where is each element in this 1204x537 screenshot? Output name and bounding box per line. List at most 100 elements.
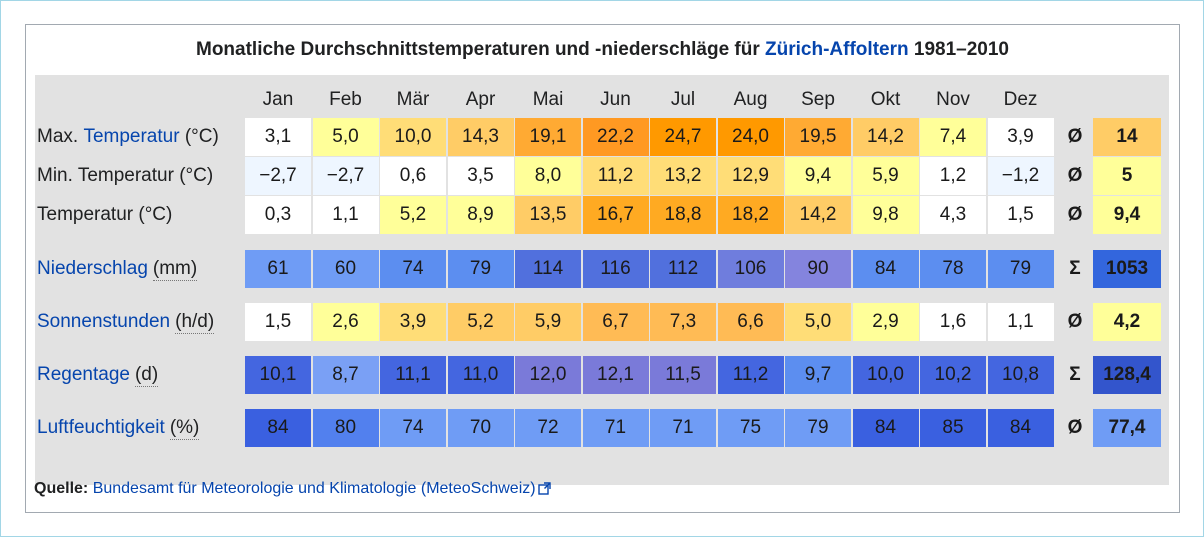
row-label-text: Min. Temperatur (°C) (37, 165, 214, 186)
average-symbol: Ø (1067, 204, 1083, 225)
value-cell: 74 (380, 409, 446, 447)
value-cell: 10,1 (245, 356, 311, 394)
title-suffix: 1981–2010 (908, 39, 1009, 60)
value-cell: 14,2 (852, 118, 919, 156)
value-cell: 24,0 (717, 118, 784, 156)
row-label-link[interactable]: Temperatur (83, 126, 180, 147)
month-header-3: Mär (396, 89, 430, 110)
value-cell: 10,8 (987, 356, 1054, 394)
value-cell: 79 (785, 409, 851, 447)
value-cell: 60 (312, 250, 379, 288)
source-link[interactable]: Bundesamt für Meteorologie und Klimatolo… (92, 480, 536, 497)
value-cell: 19,1 (515, 118, 581, 156)
row-label-link[interactable]: Luftfeuchtigkeit (37, 417, 165, 438)
row-label-text: Temperatur (°C) (37, 204, 173, 225)
value-cell: 18,2 (717, 196, 784, 234)
value-cell: 90 (785, 250, 851, 288)
summary-cell: 77,4 (1093, 409, 1161, 447)
month-header-12: Dez (1003, 89, 1038, 110)
month-header-1: Jan (262, 89, 294, 110)
value-cell: 84 (987, 409, 1054, 447)
month-header-9: Sep (801, 89, 835, 110)
value-cell: 84 (852, 409, 919, 447)
external-link-icon[interactable] (537, 481, 552, 495)
summary-cell: 9,4 (1093, 196, 1161, 234)
row-label-2: Min. Temperatur (°C) (37, 157, 213, 195)
value-cell: 3,5 (447, 157, 514, 195)
value-cell: 8,7 (312, 356, 379, 394)
source-label: Quelle: (34, 480, 89, 497)
value-cell: 8,9 (447, 196, 514, 234)
value-cell: 114 (515, 250, 581, 288)
table-title: Monatliche Durchschnittstemperaturen und… (26, 39, 1179, 61)
value-cell: 2,6 (312, 303, 379, 341)
value-cell: 74 (380, 250, 446, 288)
value-cell: 0,6 (380, 157, 446, 195)
month-header-8: Aug (733, 89, 768, 110)
value-cell: 19,5 (785, 118, 851, 156)
value-cell: 71 (650, 409, 716, 447)
value-cell: 5,2 (447, 303, 514, 341)
row-label-link[interactable]: Regentage (37, 364, 130, 385)
value-cell: 80 (312, 409, 379, 447)
row-label-5: Sonnenstunden (h/d) (37, 303, 215, 341)
value-cell: 18,8 (650, 196, 716, 234)
summary-cell: 1053 (1093, 250, 1161, 288)
value-cell: 16,7 (582, 196, 649, 234)
place-link[interactable]: Zürich-Affoltern (765, 39, 909, 60)
value-cell: 5,9 (852, 157, 919, 195)
value-cell: 84 (852, 250, 919, 288)
value-cell: 6,7 (582, 303, 649, 341)
value-cell: 9,4 (785, 157, 851, 195)
climate-grid: Jan Feb Mär Apr Mai Jun Jul Aug Sep Okt Nov Dez Max.… (35, 75, 1169, 485)
value-cell: 3,9 (987, 118, 1054, 156)
sum-symbol: Σ (1069, 364, 1081, 385)
month-header-10: Okt (870, 89, 901, 110)
value-cell: 5,9 (515, 303, 581, 341)
title-prefix: Monatliche Durchschnittstemperaturen und… (196, 39, 766, 60)
value-cell: 1,5 (987, 196, 1054, 234)
value-cell: 79 (987, 250, 1054, 288)
value-cell: 116 (582, 250, 649, 288)
row-label-link[interactable]: Niederschlag (37, 258, 148, 279)
value-cell: 12,1 (582, 356, 649, 394)
value-cell: 3,1 (245, 118, 311, 156)
row-label-unit: (d) (134, 363, 159, 387)
value-cell: 70 (447, 409, 514, 447)
row-label-text: Max. (37, 126, 84, 147)
value-cell: 9,8 (852, 196, 919, 234)
value-cell: 1,1 (312, 196, 379, 234)
value-cell: 5,0 (785, 303, 851, 341)
value-cell: 10,2 (920, 356, 986, 394)
row-label-7: Luftfeuchtigkeit (%) (37, 409, 200, 447)
month-header-2: Feb (329, 89, 362, 110)
value-cell: 106 (717, 250, 784, 288)
source-line: Quelle: Bundesamt für Meteorologie und K… (34, 480, 552, 498)
summary-cell: 5 (1093, 157, 1161, 195)
value-cell: 75 (717, 409, 784, 447)
value-cell: 14,2 (785, 196, 851, 234)
value-cell: 11,1 (380, 356, 446, 394)
value-cell: 78 (920, 250, 986, 288)
value-cell: 0,3 (245, 196, 311, 234)
climate-table-box: Monatliche Durchschnittstemperaturen und… (25, 24, 1180, 513)
value-cell: 61 (245, 250, 311, 288)
month-header-5: Mai (532, 89, 564, 110)
value-cell: 79 (447, 250, 514, 288)
month-header-6: Jun (600, 89, 631, 110)
summary-cell: 14 (1093, 118, 1161, 156)
row-label-6: Regentage (d) (37, 356, 159, 394)
row-label-link[interactable]: Sonnenstunden (37, 311, 171, 332)
value-cell: 71 (582, 409, 649, 447)
value-cell: 11,5 (650, 356, 716, 394)
average-symbol: Ø (1067, 126, 1083, 147)
value-cell: −2,7 (312, 157, 379, 195)
value-cell: 2,9 (852, 303, 919, 341)
month-header-4: Apr (465, 89, 496, 110)
value-cell: 84 (245, 409, 311, 447)
value-cell: 22,2 (582, 118, 649, 156)
month-header-11: Nov (936, 89, 970, 110)
row-label-unit: (h/d) (175, 310, 215, 334)
value-cell: 72 (515, 409, 581, 447)
average-symbol: Ø (1067, 417, 1083, 438)
